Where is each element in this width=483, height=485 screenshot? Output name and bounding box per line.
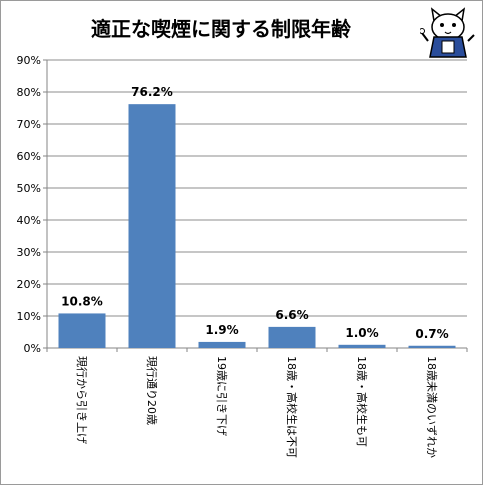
data-label: 10.8% <box>61 294 103 308</box>
bar <box>408 345 456 348</box>
bar <box>58 313 106 348</box>
y-tick-label: 90% <box>17 54 41 67</box>
data-label: 0.7% <box>415 327 448 341</box>
cat-mascot-icon <box>420 7 475 58</box>
category-label: 18歳・高校生も可 <box>355 356 369 447</box>
chart-title: 適正な喫煙に関する制限年齢 <box>91 17 351 41</box>
category-label: 18歳・高校生は不可 <box>285 356 299 458</box>
data-label: 1.0% <box>345 326 378 340</box>
y-tick-label: 40% <box>17 214 41 227</box>
y-tick-label: 70% <box>17 118 41 131</box>
bar <box>198 341 246 348</box>
y-tick-label: 10% <box>17 310 41 323</box>
bar <box>128 104 176 348</box>
data-label: 6.6% <box>275 308 308 322</box>
y-tick-label: 0% <box>24 342 41 355</box>
category-label: 現行通り20歳 <box>145 356 158 425</box>
data-label: 76.2% <box>131 85 173 99</box>
y-tick-label: 80% <box>17 86 41 99</box>
y-tick-label: 60% <box>17 150 41 163</box>
bar <box>338 344 386 348</box>
y-tick-label: 50% <box>17 182 41 195</box>
category-label: 18歳未満のいずれか <box>425 356 438 458</box>
y-tick-label: 20% <box>17 278 41 291</box>
category-label: 現行から引き上げ <box>75 356 89 444</box>
bar <box>268 326 316 348</box>
y-tick-label: 30% <box>17 246 41 259</box>
data-label: 1.9% <box>205 323 238 337</box>
category-label: 19歳に引き下げ <box>215 356 229 436</box>
